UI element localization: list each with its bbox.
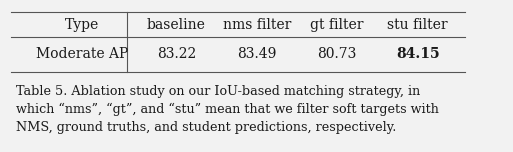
Text: 84.15: 84.15 (396, 47, 440, 61)
Text: stu filter: stu filter (387, 17, 448, 31)
Text: 83.49: 83.49 (237, 47, 277, 61)
Text: gt filter: gt filter (310, 17, 364, 31)
Text: Moderate AP: Moderate AP (36, 47, 128, 61)
Text: 83.22: 83.22 (157, 47, 196, 61)
Text: nms filter: nms filter (223, 17, 291, 31)
Text: baseline: baseline (147, 17, 206, 31)
Text: Type: Type (65, 17, 99, 31)
Text: 80.73: 80.73 (318, 47, 357, 61)
Text: Table 5. Ablation study on our IoU-based matching strategy, in
which “nms”, “gt”: Table 5. Ablation study on our IoU-based… (15, 85, 439, 134)
